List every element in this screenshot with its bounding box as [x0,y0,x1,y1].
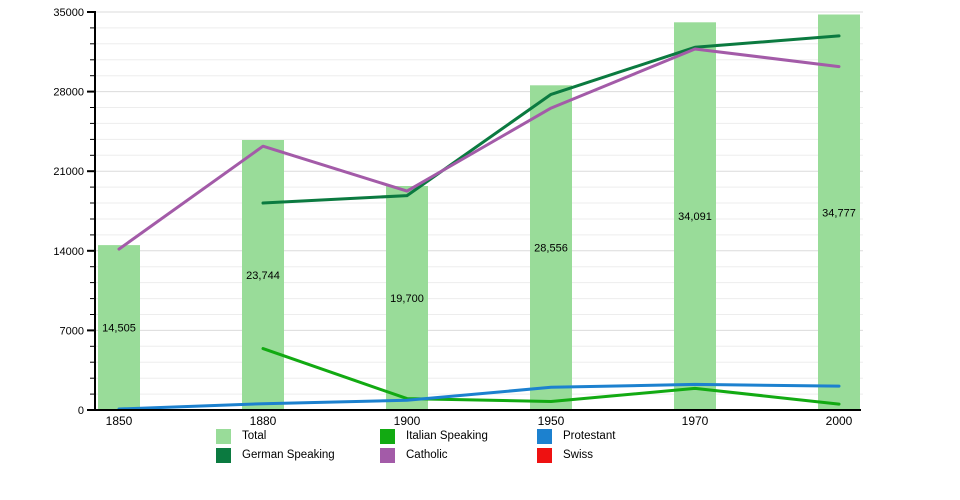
legend-item-swiss: Swiss [537,448,615,463]
x-tick-label-2000: 2000 [826,414,853,428]
bar-value-label-1950: 28,556 [534,243,568,255]
y-tick-label: 14000 [53,246,84,258]
x-tick-label-1970: 1970 [682,414,709,428]
x-tick-label-1850: 1850 [106,414,133,428]
legend-item-catholic: Catholic [380,448,537,463]
y-tick-label: 7000 [60,325,84,337]
legend-label-swiss: Swiss [563,449,594,461]
y-tick-label: 0 [78,405,84,417]
bar-1880 [242,140,284,410]
legend-label-german-speaking: German Speaking [242,449,335,461]
legend-item-german-speaking: German Speaking [216,448,380,463]
plot-area: 14,505 23,744 19,700 28,556 34,091 34,777 0 700… [53,7,863,428]
bar-value-label-1850: 14,505 [102,323,136,335]
legend-swatch-total [216,429,231,444]
legend-label-total: Total [242,430,267,442]
line-protestant [117,382,841,411]
bar-1970 [674,22,716,411]
legend: Total Italian Speaking Protestant German Sp… [216,429,615,465]
x-tick-label-1880: 1880 [250,414,277,428]
bar-1900 [386,186,428,410]
legend-swatch-protestant [537,429,552,444]
legend-item-total: Total [216,429,380,444]
y-tick-label: 35000 [53,7,84,19]
bar-value-label-1970: 34,091 [678,211,712,223]
line-italian-speaking [261,347,841,406]
x-tick-label-1900: 1900 [394,414,421,428]
bar-1850 [98,245,140,410]
legend-label-catholic: Catholic [406,449,448,461]
legend-item-protestant: Protestant [537,429,615,444]
y-tick-label: 21000 [53,166,84,178]
bar-value-label-2000: 34,777 [822,207,856,219]
x-tick-label-1950: 1950 [538,414,565,428]
legend-label-italian-speaking: Italian Speaking [406,430,488,442]
bar-value-label-1900: 19,700 [390,293,424,305]
bar-value-label-1880: 23,744 [246,270,280,282]
line-catholic [117,47,841,251]
bar-1950 [530,85,572,411]
legend-label-protestant: Protestant [563,430,616,442]
legend-item-italian-speaking: Italian Speaking [380,429,537,444]
legend-swatch-german-speaking [216,448,231,463]
legend-swatch-catholic [380,448,395,463]
legend-swatch-swiss [537,448,552,463]
line-german-speaking [261,34,841,205]
legend-swatch-italian-speaking [380,429,395,444]
bar-2000 [818,14,860,410]
y-tick-label: 28000 [53,87,84,99]
